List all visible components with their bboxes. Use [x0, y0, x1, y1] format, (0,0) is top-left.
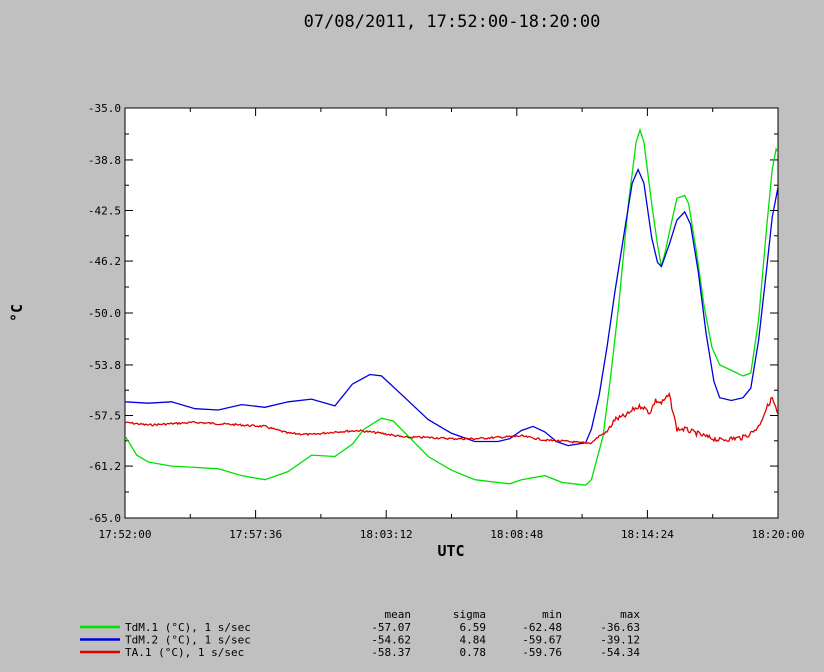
y-axis-label: °C	[8, 304, 26, 322]
series-line-2	[125, 167, 778, 447]
y-tick-label: -42.5	[88, 205, 121, 218]
y-tick-label: -61.2	[88, 460, 121, 473]
x-tick-label: 18:14:24	[621, 528, 674, 541]
stats-value: -36.63	[600, 621, 640, 634]
stats-value: -59.67	[522, 634, 562, 647]
legend-series-name: TA.1 (°C), 1 s/sec	[125, 646, 244, 659]
stats-value: -59.76	[522, 646, 562, 659]
series-line-1	[125, 127, 778, 486]
stats-value: 6.59	[460, 621, 487, 634]
stats-value: 4.84	[460, 634, 487, 647]
x-tick-label: 17:52:00	[99, 528, 152, 541]
y-tick-label: -65.0	[88, 512, 121, 525]
y-tick-label: -38.8	[88, 154, 121, 167]
x-axis-label: UTC	[437, 542, 464, 560]
series-layer	[125, 127, 778, 486]
stats-value: -57.07	[371, 621, 411, 634]
y-tick-label: -50.0	[88, 307, 121, 320]
y-axis: -35.0 -38.8 -42.5 -46.2 -50.0 -53.8 -57.5 -61.2…	[88, 102, 778, 525]
x-tick-label: 18:20:00	[752, 528, 805, 541]
stats-header: sigma	[453, 608, 486, 621]
y-tick-label: -53.8	[88, 359, 121, 372]
stats-value: -62.48	[522, 621, 562, 634]
x-tick-label: 18:08:48	[490, 528, 543, 541]
stats-header: min	[542, 608, 562, 621]
y-tick-label: -57.5	[88, 410, 121, 423]
stats-value: -54.34	[600, 646, 640, 659]
stats-header: max	[620, 608, 640, 621]
chart-title: 07/08/2011, 17:52:00-18:20:00	[304, 12, 601, 32]
legend-stats-table: mean sigma min max TdM.1 (°C), 1 s/sec -57.07…	[80, 608, 640, 659]
y-tick-label: -46.2	[88, 255, 121, 268]
stats-value: -39.12	[600, 634, 640, 647]
x-tick-label: 18:03:12	[360, 528, 413, 541]
stats-header: mean	[385, 608, 412, 621]
stats-value: 0.78	[460, 646, 487, 659]
series-line-3	[125, 391, 778, 445]
stats-value: -58.37	[371, 646, 411, 659]
legend-series-name: TdM.2 (°C), 1 s/sec	[125, 634, 251, 647]
x-tick-label: 17:57:36	[229, 528, 282, 541]
plot-area	[124, 107, 779, 519]
stats-value: -54.62	[371, 634, 411, 647]
legend-series-name: TdM.1 (°C), 1 s/sec	[125, 621, 251, 634]
y-tick-label: -35.0	[88, 102, 121, 115]
x-axis: 17:52:00 17:57:36 18:03:12 18:08:48 18:14:24…	[99, 108, 805, 541]
